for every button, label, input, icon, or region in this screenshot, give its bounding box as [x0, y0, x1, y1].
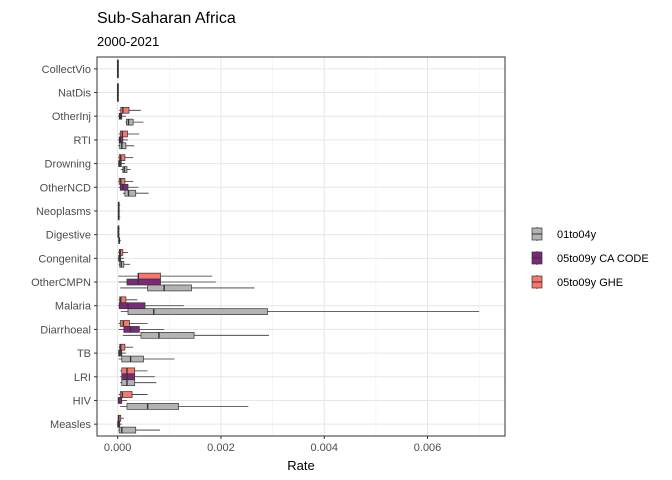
- box-rect: [121, 367, 136, 375]
- plot-panel-background: [97, 57, 505, 436]
- y-tick-label: TB: [77, 348, 91, 360]
- box-rect: [118, 302, 146, 310]
- box-rect: [124, 189, 137, 197]
- chart-title: Sub-Saharan Africa: [97, 10, 236, 27]
- y-tick-label: Malaria: [55, 301, 92, 313]
- y-tick-label: NatDis: [58, 88, 92, 100]
- y-tick-label: LRI: [74, 372, 91, 384]
- box-rect: [120, 106, 130, 114]
- box-rect: [137, 272, 161, 280]
- box-rect: [119, 142, 127, 150]
- grid-lines: [97, 57, 505, 436]
- x-tick-label: 0.004: [310, 442, 338, 454]
- box-rect: [119, 343, 126, 351]
- y-tick-label: HIV: [73, 395, 92, 407]
- box-rect: [118, 426, 137, 434]
- box-rect: [119, 320, 130, 327]
- legend: 01to04y 05to09y CA CODE 05to09y GHE: [531, 227, 649, 289]
- box-rect: [121, 379, 136, 387]
- box-rect: [126, 403, 179, 410]
- y-tick-label: Digestive: [46, 230, 91, 242]
- box-rect: [119, 130, 128, 138]
- y-tick-label: OtherNCD: [40, 182, 91, 194]
- x-axis-title: Rate: [287, 458, 314, 473]
- legend-label: 05to09y CA CODE: [557, 253, 649, 265]
- x-tick-label: 0.002: [207, 442, 235, 454]
- box-rect: [147, 284, 192, 292]
- box-rect: [121, 355, 144, 363]
- box-layer: [116, 59, 480, 434]
- y-tick-label: Diarrhoeal: [40, 324, 91, 336]
- y-tick-label: Neoplasms: [36, 206, 92, 218]
- y-tick-label: OtherInj: [52, 111, 91, 123]
- box-rect: [121, 373, 136, 381]
- y-tick-label: Drowning: [45, 159, 91, 171]
- legend-label: 05to09y GHE: [557, 277, 623, 289]
- y-axis: CollectVio NatDis OtherInj RTI Drowning Other…: [31, 64, 97, 431]
- plot-panel-border: [96, 56, 506, 437]
- box-rect: [118, 154, 126, 161]
- y-tick-label: OtherCMPN: [31, 277, 91, 289]
- y-tick-label: RTI: [73, 135, 91, 147]
- chart-subtitle: 2000-2021: [97, 34, 159, 49]
- box-rect: [123, 326, 140, 333]
- y-tick-label: Measles: [50, 419, 91, 431]
- box-rect: [126, 118, 134, 126]
- x-axis: 0.000 0.002 0.004 0.006: [104, 436, 441, 454]
- x-tick-label: 0.006: [414, 442, 442, 454]
- box-rect: [127, 308, 268, 315]
- box-rect: [140, 332, 195, 339]
- x-tick-label: 0.000: [104, 442, 132, 454]
- box-rect: [126, 278, 161, 286]
- y-tick-label: CollectVio: [42, 64, 91, 76]
- box-rect: [119, 391, 133, 398]
- legend-label: 01to04y: [557, 229, 597, 241]
- y-tick-label: Congenital: [38, 253, 91, 265]
- box-rect: [119, 183, 129, 191]
